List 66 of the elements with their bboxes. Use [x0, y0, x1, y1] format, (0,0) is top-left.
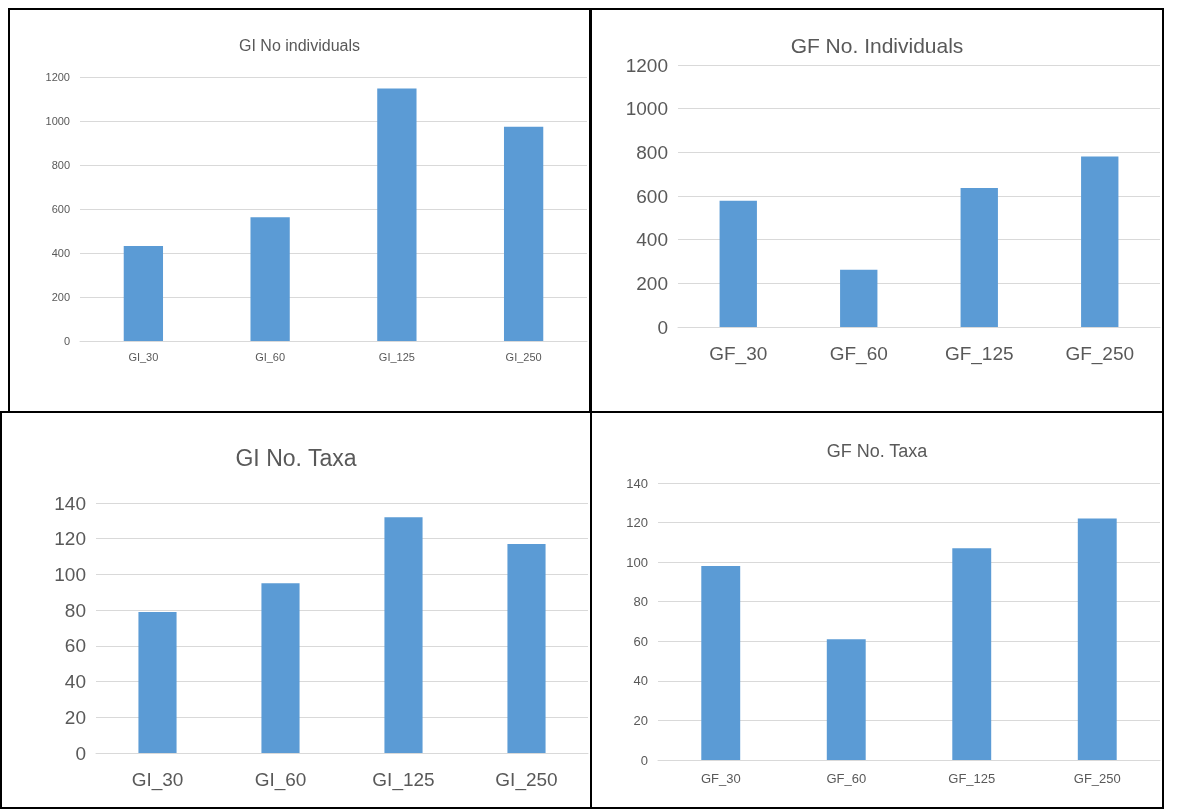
bar: [719, 200, 757, 327]
y-tick-label: 0: [640, 752, 648, 768]
bar: [701, 566, 741, 760]
y-tick-label: 120: [626, 515, 648, 531]
x-tick-label: GI_125: [372, 769, 435, 791]
bar: [138, 611, 177, 753]
bar: [1077, 518, 1117, 760]
x-tick-label: GI_125: [378, 350, 415, 363]
y-tick-label: 20: [633, 712, 648, 728]
bar: [123, 245, 164, 341]
x-tick-label: GF_125: [948, 771, 996, 786]
x-tick-label: GF_250: [1065, 343, 1135, 365]
y-tick-label: 400: [51, 247, 70, 259]
chart-title: GI No individuals: [239, 36, 360, 54]
y-tick-label: 600: [51, 203, 70, 215]
x-tick-label: GI_30: [128, 350, 159, 363]
y-tick-label: 800: [636, 141, 668, 163]
bar: [250, 217, 290, 341]
y-tick-label: 60: [633, 633, 648, 649]
y-tick-label: 40: [64, 671, 86, 693]
x-tick-label: GF_125: [944, 343, 1014, 365]
y-tick-label: 600: [636, 185, 668, 207]
bar: [377, 88, 417, 341]
y-tick-label: 800: [51, 159, 70, 171]
y-tick-label: 400: [636, 229, 668, 251]
x-tick-label: GI_30: [131, 769, 184, 791]
y-tick-label: 1200: [45, 71, 70, 83]
y-tick-label: 100: [626, 554, 648, 570]
chart-title: GF No. Individuals: [790, 34, 964, 57]
y-tick-label: 80: [64, 599, 86, 621]
bar: [261, 583, 300, 753]
y-tick-label: 200: [636, 272, 668, 294]
bar: [826, 639, 866, 760]
y-tick-label: 1200: [625, 54, 668, 76]
y-tick-label: 0: [75, 742, 86, 764]
y-tick-label: 80: [633, 594, 648, 610]
y-tick-label: 120: [54, 528, 86, 550]
y-tick-label: 200: [51, 291, 70, 303]
x-tick-label: GI_250: [495, 769, 558, 791]
y-tick-label: 0: [657, 316, 668, 338]
y-tick-label: 1000: [625, 98, 668, 120]
bar: [1081, 156, 1119, 327]
y-tick-label: 60: [64, 635, 86, 657]
y-tick-label: 140: [54, 492, 86, 514]
y-tick-label: 0: [63, 335, 70, 347]
bar: [503, 126, 544, 341]
y-tick-label: 140: [626, 475, 648, 491]
x-tick-label: GI_250: [505, 350, 542, 363]
bar: [960, 187, 998, 327]
x-tick-label: GI_60: [255, 350, 286, 363]
x-tick-label: GI_60: [254, 769, 307, 791]
x-tick-label: GF_250: [1073, 771, 1121, 786]
x-tick-label: GF_60: [829, 343, 888, 365]
bar: [384, 517, 423, 753]
chart-title: GI No. Taxa: [235, 444, 357, 471]
chart-title: GF No. Taxa: [826, 441, 929, 461]
x-tick-label: GF_60: [826, 771, 867, 786]
y-tick-label: 1000: [45, 115, 70, 127]
bar: [840, 269, 878, 327]
y-tick-label: 100: [54, 563, 86, 585]
y-tick-label: 20: [64, 706, 86, 728]
x-tick-label: GF_30: [700, 771, 741, 786]
x-tick-label: GF_30: [709, 343, 768, 365]
bar: [507, 544, 546, 753]
bar: [952, 548, 992, 760]
y-tick-label: 40: [633, 673, 648, 689]
